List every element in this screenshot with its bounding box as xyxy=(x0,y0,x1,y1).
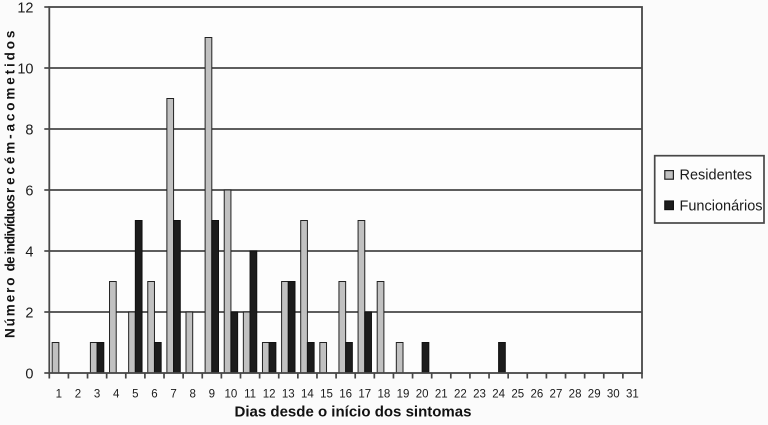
svg-text:5: 5 xyxy=(132,389,138,401)
svg-text:4: 4 xyxy=(113,389,120,401)
svg-text:22: 22 xyxy=(454,389,467,401)
svg-text:Residentes: Residentes xyxy=(680,168,753,184)
svg-text:28: 28 xyxy=(569,389,582,401)
svg-text:Dias desde o início dos sintom: Dias desde o início dos sintomas xyxy=(235,403,472,420)
svg-text:18: 18 xyxy=(377,389,390,401)
svg-text:30: 30 xyxy=(607,389,620,401)
svg-text:27: 27 xyxy=(550,389,563,401)
svg-text:Funcionários: Funcionários xyxy=(680,199,763,215)
svg-text:11: 11 xyxy=(244,389,256,401)
svg-text:25: 25 xyxy=(511,389,524,401)
svg-text:2: 2 xyxy=(25,306,33,322)
svg-text:3: 3 xyxy=(94,389,100,401)
svg-text:16: 16 xyxy=(339,389,352,401)
svg-text:10: 10 xyxy=(225,389,238,401)
svg-text:6: 6 xyxy=(151,389,157,401)
svg-text:9: 9 xyxy=(209,389,215,401)
svg-text:24: 24 xyxy=(492,389,505,401)
svg-text:12: 12 xyxy=(17,1,33,17)
svg-text:8: 8 xyxy=(25,123,33,139)
svg-text:6: 6 xyxy=(25,184,33,200)
svg-text:1: 1 xyxy=(56,389,62,401)
svg-text:7: 7 xyxy=(170,389,176,401)
svg-text:13: 13 xyxy=(282,389,295,401)
svg-text:8: 8 xyxy=(189,389,195,401)
svg-text:2: 2 xyxy=(75,389,81,401)
svg-text:19: 19 xyxy=(397,389,410,401)
svg-text:21: 21 xyxy=(435,389,448,401)
svg-text:12: 12 xyxy=(263,389,276,401)
svg-text:15: 15 xyxy=(320,389,333,401)
svg-text:26: 26 xyxy=(530,389,543,401)
svg-text:31: 31 xyxy=(626,389,639,401)
svg-text:10: 10 xyxy=(17,62,33,78)
svg-text:20: 20 xyxy=(416,389,429,401)
svg-text:23: 23 xyxy=(473,389,486,401)
svg-text:Númerodeindivíduosrecém-acomet: Númerodeindivíduosrecém-acometidos xyxy=(3,28,18,338)
svg-text:14: 14 xyxy=(301,389,314,401)
svg-text:29: 29 xyxy=(588,389,601,401)
svg-text:17: 17 xyxy=(358,389,371,401)
svg-text:0: 0 xyxy=(25,367,33,383)
svg-text:4: 4 xyxy=(25,245,33,261)
